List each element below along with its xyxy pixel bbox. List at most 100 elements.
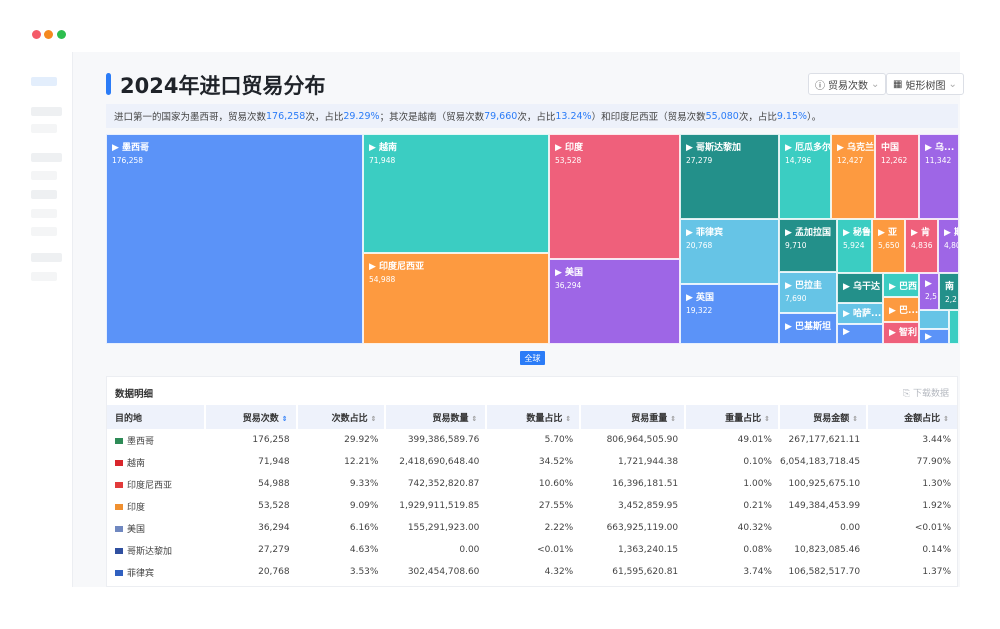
treemap-cell[interactable]: ▶ 2,5 — [919, 273, 939, 310]
treemap-cell[interactable]: ▶ — [919, 329, 949, 344]
treemap-cell[interactable]: ▶ 印度 53,528 — [549, 134, 680, 259]
treemap-cell[interactable]: ▶ 乌克兰 12,427 — [831, 134, 875, 219]
sidebar-item[interactable] — [31, 209, 57, 218]
sidebar-item[interactable] — [31, 107, 62, 116]
treemap-cell[interactable]: ▶ 秘鲁 5,924 — [837, 219, 872, 273]
treemap-cell-value: 176,258 — [112, 156, 144, 165]
summary-segment: 次，占比 — [305, 112, 344, 123]
column-header[interactable]: 贸易金额 ⇕ — [779, 405, 869, 429]
sidebar-item[interactable] — [31, 227, 57, 236]
sort-icon[interactable]: ⇕ — [281, 414, 288, 423]
treemap-cell[interactable]: ▶ 巴基斯坦 — [779, 313, 837, 344]
column-header[interactable]: 次数占比 ⇕ — [297, 405, 387, 429]
treemap-cell[interactable]: ▶ 肯 4,836 — [905, 219, 938, 273]
treemap-cell[interactable]: ▶ 巴... — [883, 297, 919, 322]
sort-icon[interactable]: ⇕ — [670, 414, 677, 423]
column-header[interactable]: 重量占比 ⇕ — [686, 405, 780, 429]
table-cell: 176,258 — [252, 435, 290, 445]
treemap-cell[interactable]: ▶ 哈萨... — [837, 303, 883, 324]
table-cell: 4.32% — [544, 567, 574, 577]
treemap-cell[interactable]: ▶ 印度尼西亚 54,988 — [363, 253, 549, 344]
treemap-cell[interactable]: 中国 12,262 — [875, 134, 919, 219]
sidebar-item[interactable] — [31, 153, 62, 162]
destination-cell: 印度 — [107, 495, 206, 517]
treemap-cell-label: ▶ 巴西 — [889, 282, 918, 292]
table-cell: 53,528 — [258, 501, 290, 511]
treemap-cell-value: 4,804 — [944, 241, 958, 250]
table-cell: 3.44% — [922, 435, 951, 445]
treemap-cell[interactable]: ▶ 巴拉圭 7,690 — [779, 272, 837, 313]
treemap-cell[interactable]: ▶ 智利 — [883, 322, 919, 344]
treemap-cell[interactable]: ▶ — [837, 324, 883, 344]
column-header[interactable]: 金额占比 ⇕ — [868, 405, 957, 429]
metric-select[interactable]: ⓘ 贸易次数 ⌄ — [808, 73, 887, 95]
treemap-cell[interactable]: ▶ 墨西哥 176,258 — [106, 134, 363, 344]
table-cell: 9.33% — [349, 479, 379, 489]
treemap-cell[interactable]: ▶ 越南 71,948 — [363, 134, 549, 253]
sort-icon[interactable]: ⇕ — [565, 414, 572, 423]
close-window-button[interactable] — [32, 30, 41, 39]
table-row[interactable]: 越南 71,948 12.21% 2,418,690,648.40 34.52% 1,72… — [107, 451, 957, 473]
table-row[interactable]: 菲律宾 20,768 3.53% 302,454,708.60 4.32% 61,595,… — [107, 561, 957, 583]
sidebar-item[interactable] — [31, 272, 57, 281]
table-row[interactable]: 墨西哥 176,258 29.92% 399,386,589.76 5.70% 806,9… — [107, 429, 957, 451]
minimize-window-button[interactable] — [44, 30, 53, 39]
treemap-cell-value: 27,279 — [686, 156, 713, 165]
table-row[interactable]: 美国 36,294 6.16% 155,291,923.00 2.22% 663,925,… — [107, 517, 957, 539]
treemap: ▶ 墨西哥 176,258 ▶ 越南 71,948 ▶ 印度尼西亚 54,988 ▶ 印度 5… — [106, 134, 959, 344]
treemap-cell[interactable]: ▶ 巴西 — [883, 273, 919, 297]
treemap-cell[interactable]: ▶ 哥斯达黎加 27,279 — [680, 134, 779, 219]
treemap-cell[interactable]: ▶ 乌干达 — [837, 273, 883, 303]
table-cell: 4.63% — [349, 545, 379, 555]
metric-select-value: 贸易次数 — [828, 80, 868, 92]
table-cell: 1.92% — [922, 501, 951, 511]
breadcrumb-global-button[interactable]: 全球 — [520, 351, 545, 365]
treemap-cell[interactable]: ▶ 英国 19,322 — [680, 284, 779, 344]
maximize-window-button[interactable] — [57, 30, 66, 39]
table-row[interactable]: 印度尼西亚 54,988 9.33% 742,352,820.87 10.60% 16,3… — [107, 473, 957, 495]
sort-icon[interactable]: ⇕ — [370, 414, 377, 423]
download-data-button[interactable]: ⎘ 下载数据 — [903, 386, 949, 399]
sidebar-item[interactable] — [31, 77, 57, 86]
treemap-cell[interactable]: 南 2,2 — [939, 273, 959, 310]
treemap-cell[interactable]: ▶ 斯 4,804 — [938, 219, 959, 273]
table-row[interactable]: 印度 53,528 9.09% 1,929,911,519.85 27.55% 3,452… — [107, 495, 957, 517]
treemap-cell[interactable] — [949, 310, 959, 344]
column-header[interactable]: 数量占比 ⇕ — [487, 405, 582, 429]
sort-icon[interactable]: ⇕ — [852, 414, 859, 423]
table-title: 数据明细 — [115, 389, 154, 400]
table-cell: 2.22% — [544, 523, 574, 533]
table-cell: 2,418,690,648.40 — [399, 457, 480, 467]
summary-highlight: 9.15% — [776, 110, 808, 122]
table-cell: 6.16% — [349, 523, 379, 533]
table-cell: 806,964,505.90 — [606, 435, 679, 445]
sidebar-item[interactable] — [31, 124, 57, 133]
treemap-cell[interactable]: ▶ 乌... 11,342 — [919, 134, 959, 219]
treemap-cell-label: ▶ — [843, 327, 850, 337]
treemap-cell[interactable] — [919, 310, 949, 329]
column-header[interactable]: 贸易重量 ⇕ — [581, 405, 687, 429]
sidebar-item[interactable] — [31, 253, 62, 262]
sort-icon[interactable]: ⇕ — [943, 414, 949, 423]
table-cell: 40.32% — [737, 523, 772, 533]
column-header[interactable]: 贸易数量 ⇕ — [386, 405, 488, 429]
treemap-cell[interactable]: ▶ 孟加拉国 9,710 — [779, 219, 837, 272]
treemap-cell[interactable]: ▶ 亚 5,650 — [872, 219, 905, 273]
treemap-cell-value: 2,5 — [925, 292, 937, 301]
page-title: 2024年进口贸易分布 — [120, 74, 326, 98]
view-select[interactable]: ▦ 矩形树图 ⌄ — [886, 73, 964, 95]
column-header[interactable]: 贸易次数 ⇕ — [205, 405, 298, 429]
treemap-cell-label: ▶ 哈萨... — [843, 309, 882, 319]
treemap-cell-label: ▶ 巴基斯坦 — [785, 322, 832, 332]
sort-icon[interactable]: ⇕ — [471, 414, 478, 423]
table-cell: 155,291,923.00 — [407, 523, 480, 533]
sidebar-item[interactable] — [31, 190, 57, 199]
treemap-cell[interactable]: ▶ 美国 36,294 — [549, 259, 680, 344]
treemap-cell[interactable]: ▶ 菲律宾 20,768 — [680, 219, 779, 284]
table-row[interactable]: 哥斯达黎加 27,279 4.63% 0.00 <0.01% 1,363,240.15 0.… — [107, 539, 957, 561]
table-cell: 27,279 — [258, 545, 290, 555]
treemap-cell[interactable]: ▶ 厄瓜多尔 14,796 — [779, 134, 831, 219]
sidebar-item[interactable] — [31, 171, 57, 180]
sort-icon[interactable]: ⇕ — [764, 414, 770, 423]
info-icon: ⓘ — [815, 80, 825, 92]
